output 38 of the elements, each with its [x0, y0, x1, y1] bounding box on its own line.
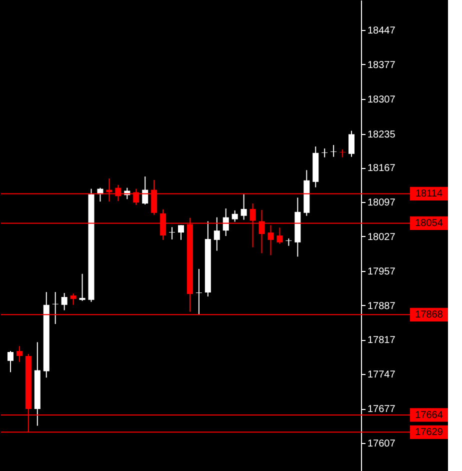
ref-line-label: 17868 [415, 310, 444, 321]
candlestick [240, 194, 247, 220]
candlestick [214, 216, 220, 252]
ref-line-label: 17664 [415, 410, 444, 421]
candlestick [322, 148, 328, 158]
candlestick [178, 224, 184, 240]
candlestick [79, 273, 86, 302]
ref-line-label: 18054 [415, 218, 444, 230]
y-tick-label: 18027 [368, 232, 396, 243]
candlestick [7, 350, 14, 373]
y-tick-label: 17677 [368, 404, 396, 416]
y-tick-label: 17957 [368, 266, 396, 278]
y-tick-label: 18447 [368, 25, 396, 36]
candlestick [196, 268, 202, 316]
candlestick [61, 292, 68, 311]
candlestick [169, 226, 176, 240]
y-tick-label: 17747 [368, 370, 396, 381]
candlestick [222, 208, 229, 236]
y-tick-label: 17817 [368, 335, 396, 346]
candlestick [16, 346, 22, 362]
y-tick-label: 17607 [368, 438, 396, 450]
candlestick [70, 293, 76, 306]
ref-line-label: 18114 [415, 188, 443, 200]
y-tick-label: 18377 [368, 60, 396, 71]
candlestick [330, 144, 337, 158]
candlestick [348, 130, 355, 158]
ref-line-label: 17629 [415, 427, 444, 438]
candlestick [276, 227, 283, 244]
candlestick [142, 176, 148, 206]
candlestick [52, 292, 58, 324]
candlestick [340, 148, 346, 158]
y-tick-label: 18235 [368, 130, 396, 141]
y-tick-label: 18167 [368, 163, 396, 174]
candlestick [286, 238, 292, 246]
y-tick-label: 18097 [368, 198, 396, 209]
candlestick [232, 210, 238, 222]
y-tick-label: 18307 [368, 94, 396, 106]
y-tick-label: 17887 [368, 300, 396, 312]
